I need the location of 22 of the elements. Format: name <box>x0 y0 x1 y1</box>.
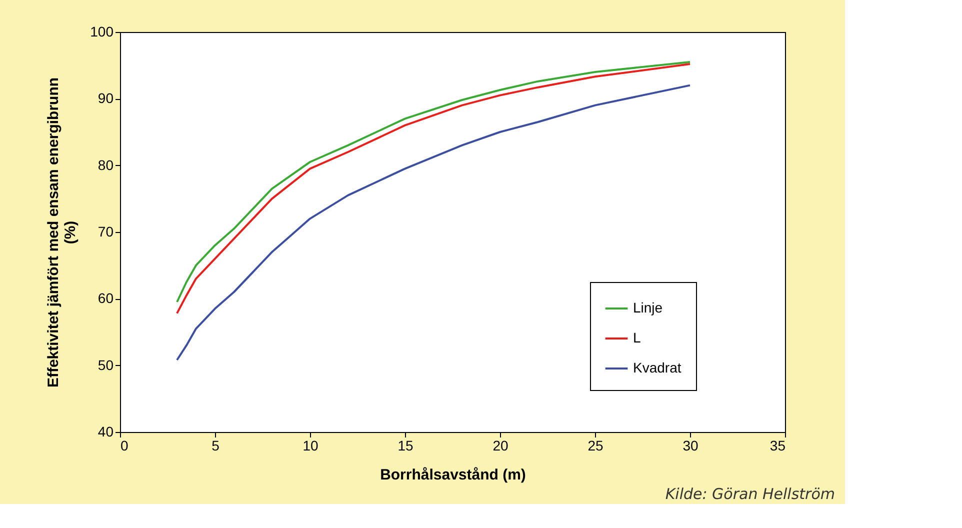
x-tick-label: 15 <box>398 438 414 454</box>
y-tick-label: 70 <box>98 224 114 240</box>
y-tick-label: 100 <box>90 24 114 40</box>
legend-label: Linje <box>633 300 663 316</box>
y-tick-label: 80 <box>98 156 114 173</box>
y-tick-label: 90 <box>98 90 114 106</box>
y-tick-label: 60 <box>98 290 114 306</box>
line-series <box>176 84 691 361</box>
x-tick-label: 10 <box>302 438 318 454</box>
x-tick-label: 25 <box>588 438 604 454</box>
y-tick-label: 50 <box>98 356 114 373</box>
text: Kilde: Göran Hellström <box>665 485 835 503</box>
y-tick-label: 40 <box>98 424 114 440</box>
x-axis-title: Borrhålsavstånd (m) <box>380 466 526 484</box>
legend-label: L <box>633 330 641 346</box>
x-tick-label: 0 <box>120 438 128 454</box>
x-tick-label: 20 <box>492 438 508 454</box>
x-tick-label: 30 <box>682 438 698 454</box>
x-tick-label: 35 <box>770 438 786 454</box>
x-tick-label: 5 <box>212 438 220 454</box>
y-axis-title: Effektivitet jämfört med ensam energibrunn (%) <box>45 77 80 388</box>
legend-label: Kvadrat <box>633 360 682 376</box>
